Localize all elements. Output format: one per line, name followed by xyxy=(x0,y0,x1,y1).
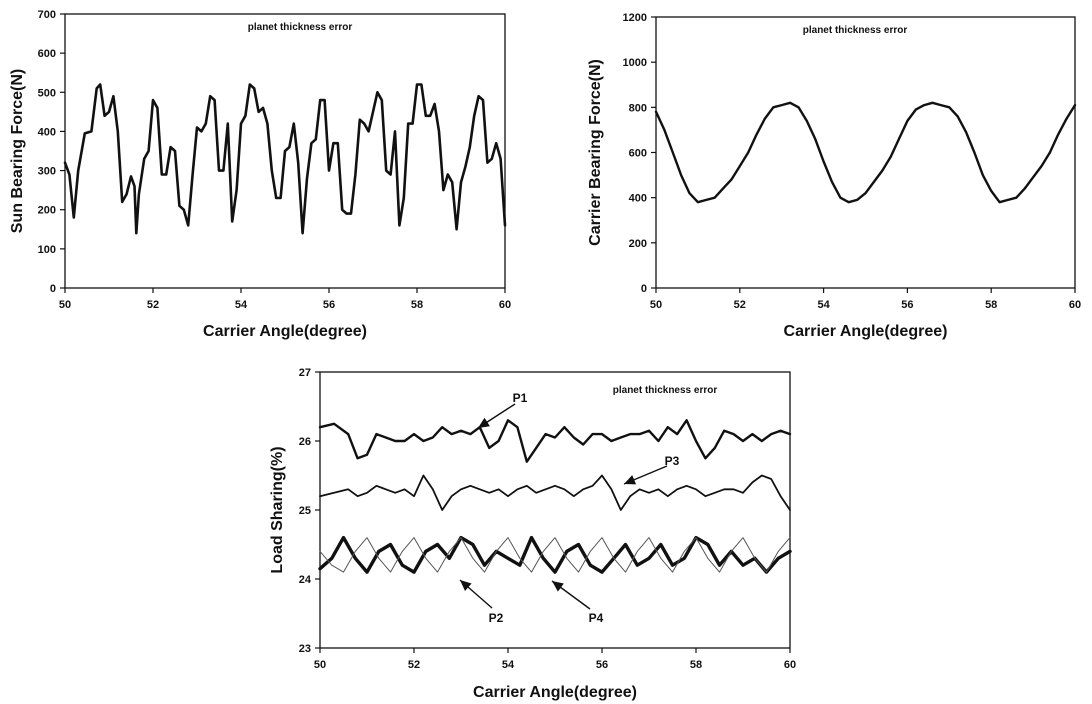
p3-arrow-head xyxy=(624,475,637,485)
carrier-bearing-force-chart: 0 200 400 600 800 1000 1200 50 52 54 56 58 60 Carrier… xyxy=(587,12,1081,340)
series-line-p4 xyxy=(319,537,791,573)
y-tick-label: 600 xyxy=(629,148,647,160)
sun-bearing-force-chart: 0 100 200 300 400 500 600 700 50 52 54 56 58 60 Carrie… xyxy=(9,9,511,340)
x-axis-title: Carrier Angle(degree) xyxy=(203,323,367,340)
plot-frame xyxy=(655,16,1076,289)
y-axis-title: Carrier Bearing Force(N) xyxy=(587,59,604,246)
y-tick-label: 400 xyxy=(629,193,647,205)
x-tick-label: 56 xyxy=(323,299,335,311)
y-tick-label: 1000 xyxy=(623,57,647,69)
chart-annotation: planet thickness error xyxy=(803,25,908,36)
x-tick-label: 56 xyxy=(596,659,608,671)
y-tick-label: 300 xyxy=(38,166,56,178)
y-tick-label: 26 xyxy=(299,436,311,448)
chart-annotation: planet thickness error xyxy=(613,385,718,396)
x-tick-label: 60 xyxy=(499,299,511,311)
plot-frame xyxy=(319,371,791,649)
y-tick-label: 500 xyxy=(38,87,56,99)
p4-label: P4 xyxy=(589,611,604,625)
series-line-p2 xyxy=(318,535,792,574)
chart-annotation: planet thickness error xyxy=(248,22,353,33)
x-tick-label: 58 xyxy=(411,299,423,311)
y-tick-label: 200 xyxy=(38,205,56,217)
x-axis-title: Carrier Angle(degree) xyxy=(473,684,637,701)
x-tick-label: 52 xyxy=(147,299,159,311)
x-tick-label: 54 xyxy=(502,659,515,671)
y-tick-label: 25 xyxy=(299,505,311,517)
x-tick-label: 58 xyxy=(985,299,997,311)
x-tick-label: 50 xyxy=(650,299,662,311)
p3-label: P3 xyxy=(665,454,680,468)
p2-arrow-head xyxy=(460,580,472,591)
p1-label: P1 xyxy=(513,391,528,405)
x-axis-title: Carrier Angle(degree) xyxy=(784,323,948,340)
x-tick-label: 50 xyxy=(59,299,71,311)
p2-label: P2 xyxy=(489,611,504,625)
y-tick-label: 700 xyxy=(38,9,56,21)
x-tick-label: 58 xyxy=(690,659,702,671)
x-tick-label: 60 xyxy=(784,659,796,671)
series-line xyxy=(654,101,1077,204)
y-tick-label: 27 xyxy=(299,367,311,379)
y-tick-label: 0 xyxy=(641,283,647,295)
x-tick-label: 56 xyxy=(901,299,913,311)
y-tick-label: 600 xyxy=(38,48,56,60)
x-tick-label: 54 xyxy=(235,299,248,311)
series-line-p1 xyxy=(318,419,792,463)
series-line-p3 xyxy=(319,474,791,511)
y-tick-label: 200 xyxy=(629,238,647,250)
plot-frame xyxy=(64,13,506,289)
y-tick-label: 0 xyxy=(50,283,56,295)
y-tick-label: 1200 xyxy=(623,12,647,24)
y-tick-label: 23 xyxy=(299,643,311,655)
p4-arrow-head xyxy=(552,581,564,592)
y-tick-label: 100 xyxy=(38,244,56,256)
x-tick-label: 60 xyxy=(1069,299,1081,311)
y-tick-label: 400 xyxy=(38,126,56,138)
x-tick-label: 52 xyxy=(408,659,420,671)
load-sharing-chart: 23 24 25 26 27 50 52 54 56 58 60 Carrier Angle(degr… xyxy=(269,367,796,701)
p1-arrow-head xyxy=(478,417,490,428)
x-tick-label: 54 xyxy=(817,299,830,311)
y-tick-label: 800 xyxy=(629,102,647,114)
series-line xyxy=(63,83,507,235)
y-axis-title: Sun Bearing Force(N) xyxy=(9,69,26,233)
x-tick-label: 50 xyxy=(314,659,326,671)
y-tick-label: 24 xyxy=(299,574,312,586)
y-axis-title: Load Sharing(%) xyxy=(269,446,286,573)
x-tick-label: 52 xyxy=(734,299,746,311)
